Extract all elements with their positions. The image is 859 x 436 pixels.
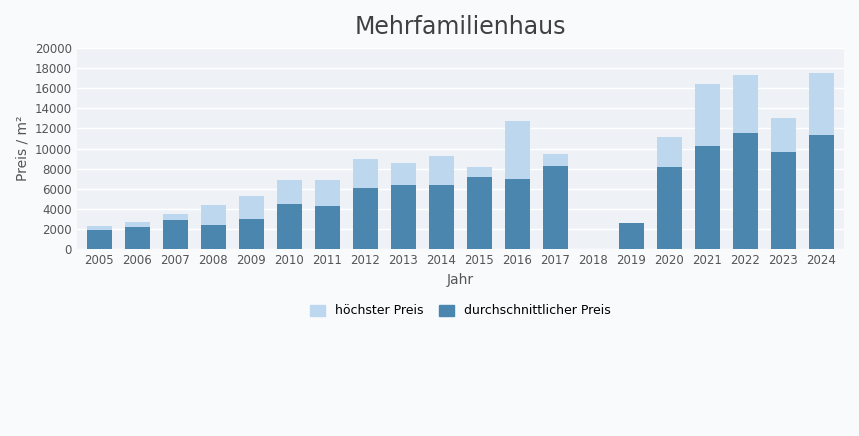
Bar xyxy=(809,135,833,249)
Bar xyxy=(618,223,643,249)
Bar xyxy=(543,166,568,249)
Bar xyxy=(543,154,568,166)
Bar xyxy=(695,84,720,146)
Bar xyxy=(429,156,454,185)
Bar xyxy=(163,220,187,249)
Bar xyxy=(695,146,720,249)
Bar xyxy=(771,119,795,152)
Bar xyxy=(353,159,378,188)
Bar xyxy=(315,181,339,206)
Bar xyxy=(239,196,264,218)
Bar xyxy=(201,225,226,249)
Bar xyxy=(277,204,302,249)
Bar xyxy=(201,204,226,225)
Bar xyxy=(771,152,795,249)
Bar xyxy=(125,227,149,249)
Bar xyxy=(657,136,681,167)
Bar xyxy=(315,206,339,249)
Bar xyxy=(277,181,302,204)
Legend: höchster Preis, durchschnittlicher Preis: höchster Preis, durchschnittlicher Preis xyxy=(304,298,617,324)
Bar xyxy=(505,121,530,179)
Bar xyxy=(657,167,681,249)
Bar xyxy=(733,75,758,133)
Bar xyxy=(809,72,833,135)
Bar xyxy=(733,133,758,249)
Bar xyxy=(467,177,491,249)
X-axis label: Jahr: Jahr xyxy=(447,273,474,287)
Y-axis label: Preis / m²: Preis / m² xyxy=(15,116,29,181)
Bar xyxy=(391,185,416,249)
Bar xyxy=(505,179,530,249)
Bar xyxy=(87,230,112,249)
Bar xyxy=(87,226,112,230)
Title: Mehrfamilienhaus: Mehrfamilienhaus xyxy=(355,15,566,39)
Bar xyxy=(125,222,149,227)
Bar xyxy=(467,167,491,177)
Bar xyxy=(391,163,416,185)
Bar xyxy=(429,185,454,249)
Bar xyxy=(353,188,378,249)
Bar xyxy=(239,218,264,249)
Bar xyxy=(163,214,187,220)
